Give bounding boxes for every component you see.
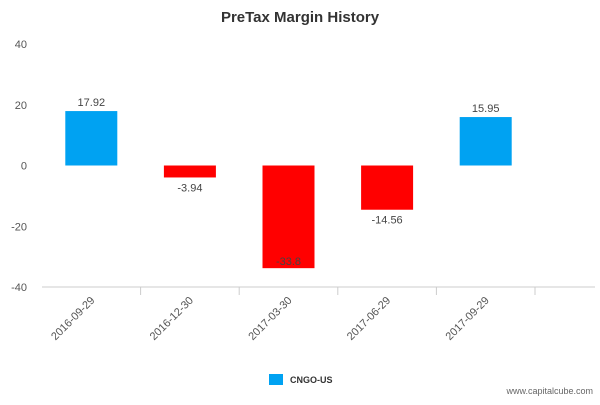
x-tick-label: 2016-12-30	[148, 295, 196, 343]
y-axis: 40 20 0 -20 -40	[11, 39, 27, 294]
data-label: -3.94	[177, 182, 202, 194]
x-axis: 2016-09-29 2016-12-30 2017-03-30 2017-06-29…	[49, 287, 536, 343]
x-tick-label: 2016-09-29	[49, 295, 97, 343]
legend[interactable]: CNGO-US	[269, 374, 333, 385]
data-label: -33.8	[276, 256, 301, 268]
x-tick-label: 2017-03-30	[246, 295, 294, 343]
bar-2016-12-30[interactable]	[163, 165, 216, 178]
bar-2017-03-30[interactable]	[262, 165, 315, 269]
x-tick-label: 2017-06-29	[345, 295, 393, 343]
y-tick-label: 40	[15, 39, 27, 51]
data-label-group: 17.92 -3.94 -33.8 -14.56 15.95	[78, 97, 500, 268]
data-label: 17.92	[78, 97, 106, 109]
legend-swatch	[269, 374, 283, 385]
x-tick-label: 2017-09-29	[444, 295, 492, 343]
bar-2017-09-29[interactable]	[459, 117, 512, 166]
data-label: 15.95	[472, 103, 500, 115]
y-tick-label: -20	[11, 221, 27, 233]
chart-title: PreTax Margin History	[221, 9, 380, 26]
bar-group	[65, 111, 512, 269]
data-label: -14.56	[371, 215, 402, 227]
y-tick-label: 20	[15, 100, 27, 112]
bar-2016-09-29[interactable]	[65, 111, 118, 166]
y-tick-label: -40	[11, 282, 27, 294]
bar-2017-06-29[interactable]	[361, 165, 414, 210]
credit-text: www.capitalcube.com	[505, 386, 593, 396]
y-tick-label: 0	[21, 161, 27, 173]
legend-label: CNGO-US	[290, 375, 333, 385]
